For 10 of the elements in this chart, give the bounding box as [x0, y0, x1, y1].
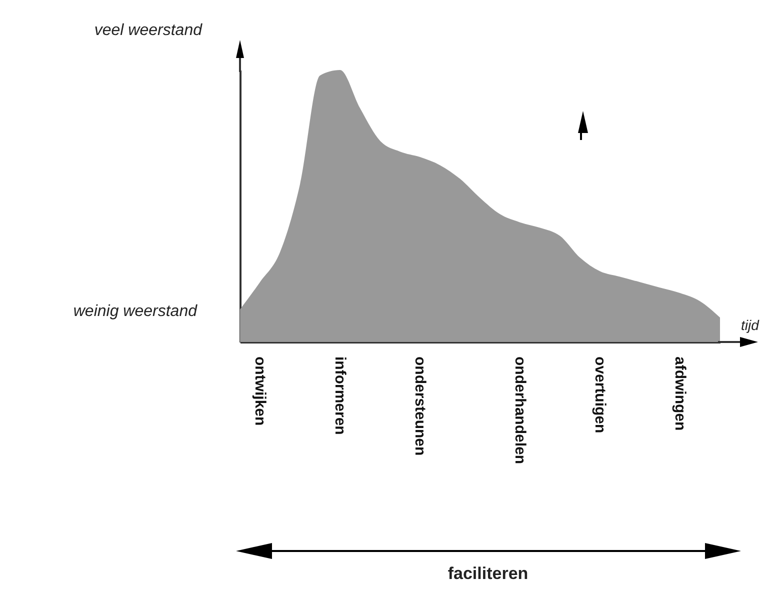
text: weinig weerstand	[73, 303, 197, 321]
x-axis-title: tijd	[741, 317, 759, 333]
text: veel weerstand	[94, 22, 202, 40]
x-tick-label: ondersteunen	[412, 356, 428, 456]
x-tick-label: afdwingen	[672, 356, 688, 431]
x-tick-label: informeren	[332, 356, 348, 435]
x-tick-label: overtuigen	[592, 356, 608, 434]
x-tick-label: onderhandelen	[512, 356, 528, 464]
text: faciliteren	[448, 564, 528, 584]
x-tick-label: ontwijken	[252, 356, 268, 426]
